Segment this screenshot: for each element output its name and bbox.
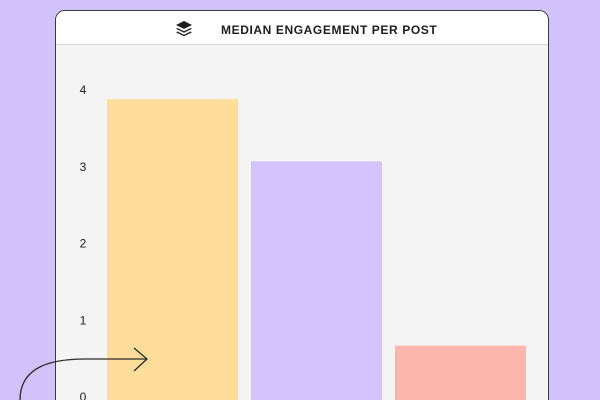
- bar-1: [107, 99, 238, 400]
- card-header: MEDIAN ENGAGEMENT PER POST: [56, 11, 548, 45]
- bar-3: [395, 345, 526, 400]
- y-tick-label: 0: [80, 390, 87, 400]
- y-tick-label: 3: [80, 160, 87, 174]
- stacked-layers-icon: [176, 21, 192, 37]
- y-tick-label: 2: [80, 237, 87, 251]
- y-tick-label: 4: [80, 83, 87, 97]
- y-tick-label: 1: [80, 313, 87, 327]
- bar-2: [251, 161, 382, 400]
- chart-title: MEDIAN ENGAGEMENT PER POST: [221, 23, 438, 37]
